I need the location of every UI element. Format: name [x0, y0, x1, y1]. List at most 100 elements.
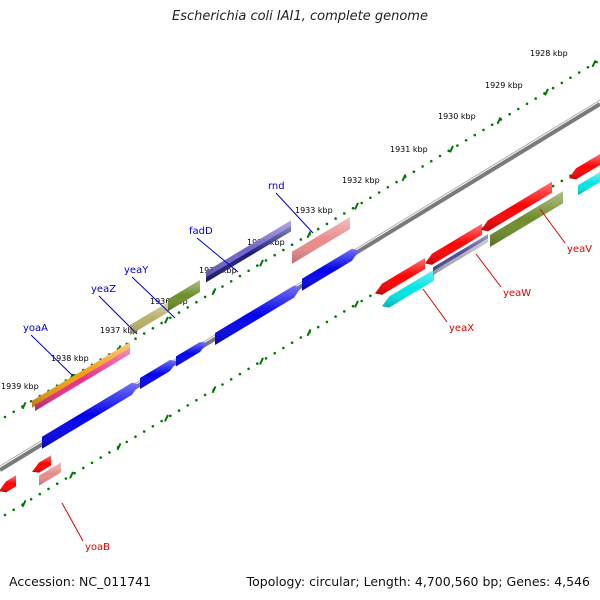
tick-dot — [369, 294, 372, 298]
arrow-blue-2 — [140, 360, 177, 389]
arrow-red-yeaW — [481, 181, 552, 232]
leader-line — [30, 334, 74, 377]
tick-dot — [290, 243, 294, 246]
tick-dot — [351, 206, 355, 210]
kbp-tick-label: 1929 kbp — [485, 81, 523, 90]
leader-line — [422, 288, 448, 323]
feature-shading — [42, 382, 139, 449]
tick-dot — [186, 306, 189, 309]
map-title: Escherichia coli IAI1, complete genome — [172, 9, 428, 24]
major-tick — [401, 173, 407, 182]
tick-dot — [482, 128, 485, 132]
tick-dot — [551, 184, 555, 188]
gene-label-yoaA: yoaA — [23, 323, 48, 334]
tick-dot — [203, 393, 207, 397]
tick-dot — [151, 425, 155, 428]
feature-shading — [382, 269, 434, 308]
feature-fadD-dark — [206, 226, 291, 283]
outer-major-ticks — [21, 59, 597, 410]
tick-dot — [351, 304, 355, 308]
major-tick — [259, 259, 264, 267]
tick-dot — [195, 398, 198, 402]
tick-dot — [29, 498, 33, 501]
feature-yoaA-pink — [35, 348, 130, 411]
tick-dot — [160, 419, 163, 423]
feature-shading — [206, 220, 291, 279]
tick-dot — [456, 144, 459, 147]
feature-cyan-yeaX — [382, 269, 434, 308]
tick-dot — [47, 487, 50, 491]
feature-shading — [481, 181, 552, 232]
tick-dot — [12, 508, 15, 512]
feature-shading — [130, 302, 168, 335]
tick-dot — [177, 409, 181, 412]
tick-dot — [299, 238, 303, 241]
tick-dot — [360, 201, 364, 205]
major-tick — [164, 414, 169, 422]
major-tick — [21, 499, 27, 508]
tick-dot — [334, 315, 337, 318]
tick-dot — [55, 482, 59, 486]
feature-shading — [433, 238, 488, 276]
tick-dot — [12, 410, 15, 414]
feature-shading — [375, 258, 425, 295]
tick-dot — [299, 336, 303, 339]
major-tick — [211, 385, 217, 394]
tick-dot — [508, 112, 511, 116]
arrow-blue-3 — [176, 342, 207, 367]
tick-dot — [577, 71, 581, 74]
leader-line — [196, 237, 239, 273]
tick-dot — [273, 253, 277, 257]
feature-shading — [168, 280, 200, 312]
tick-dot — [290, 341, 294, 345]
tick-dot — [142, 430, 146, 433]
kbp-ticks: 1928 kbp 1929 kbp 1930 kbp 1931 kbp 1932 kbp… — [1, 49, 598, 517]
major-tick — [116, 442, 122, 451]
major-tick — [354, 202, 359, 210]
tick-dot — [560, 81, 564, 85]
tick-dot — [325, 222, 329, 226]
tick-dot — [99, 456, 102, 459]
feature-shading — [39, 462, 61, 486]
kbp-tick-label: 1937 kbp — [100, 326, 138, 335]
tick-dot — [125, 440, 129, 444]
arrow-blue-1 — [42, 382, 139, 449]
tick-dot — [360, 299, 364, 303]
tick-dot — [186, 404, 189, 407]
kbp-tick-label: 1931 kbp — [390, 145, 428, 154]
tick-dot — [229, 280, 233, 283]
feature-shading — [302, 248, 359, 291]
tick-dot — [221, 285, 224, 288]
feature-shading — [32, 342, 130, 408]
major-tick — [164, 316, 169, 324]
feature-yeaY — [168, 280, 200, 312]
tick-dot — [517, 107, 520, 111]
arrow-red-left-edge — [0, 475, 16, 493]
feature-shading — [215, 285, 301, 345]
tick-dot — [395, 180, 398, 184]
major-tick — [306, 230, 312, 239]
tick-dot — [430, 159, 433, 163]
feature-shading — [490, 191, 563, 247]
arrow-red-2 — [425, 223, 482, 265]
major-tick — [259, 357, 264, 365]
tick-dot — [38, 492, 42, 496]
tick-dot — [247, 367, 250, 371]
tick-dot — [134, 435, 137, 439]
tick-dot — [490, 123, 494, 126]
tick-dot — [316, 325, 320, 329]
tick-dot — [282, 248, 285, 252]
gene-label-fadD: fadD — [189, 226, 213, 237]
tick-dot — [160, 321, 163, 325]
kbp-tick-label: 1933 kbp — [295, 206, 333, 215]
tick-dot — [551, 86, 555, 90]
feature-shading — [292, 217, 350, 264]
feature-shading — [578, 172, 600, 196]
gene-labels: rnd fadD yeaY yeaZ yoaA yeaV yeaW yeaX yoaB — [23, 181, 592, 553]
tick-dot — [273, 351, 277, 355]
kbp-tick-label: 1932 kbp — [342, 176, 380, 185]
tick-dot — [90, 461, 94, 465]
tick-dot — [586, 66, 590, 69]
feature-yeaZ — [130, 302, 168, 335]
